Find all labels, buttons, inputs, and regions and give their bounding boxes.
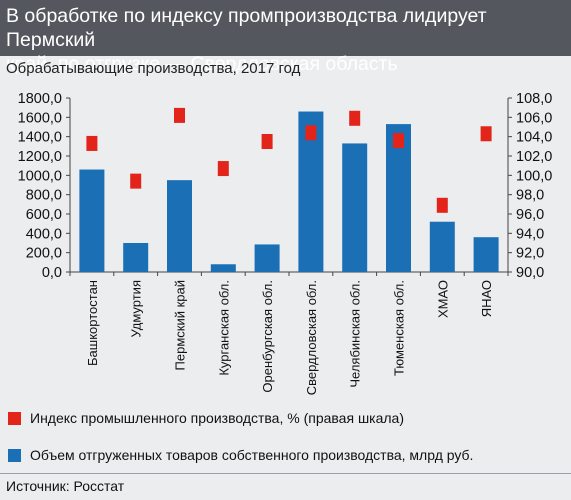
chart-title-line-1: В обработке по индексу промпроизводства … [6, 5, 487, 51]
y-left-tick-label: 1600,0 [18, 110, 62, 126]
y-right-tick-label: 108,0 [516, 91, 552, 107]
index-marker [261, 134, 273, 149]
legend-item-index: Индекс промышленного производства, % (пр… [8, 410, 404, 426]
y-right-tick-label: 96,0 [516, 207, 544, 223]
y-left-tick-label: 1000,0 [18, 168, 62, 184]
bar [210, 264, 236, 272]
footer-divider [0, 473, 571, 474]
y-right-tick-label: 106,0 [516, 110, 552, 126]
x-category-label: Пермский край [173, 280, 188, 370]
x-category-label: ХМАО [435, 280, 450, 318]
index-marker [86, 135, 98, 151]
index-marker [305, 125, 317, 141]
legend-item-volume: Объем отгруженных товаров собственного п… [8, 447, 473, 463]
x-category-label: Тюменская обл. [392, 280, 407, 376]
x-category-label: Башкортостан [85, 280, 100, 366]
y-left-tick-label: 400,0 [26, 226, 62, 242]
title-banner: В обработке по индексу промпроизводства … [0, 0, 571, 75]
y-left-tick-label: 1400,0 [18, 130, 62, 146]
y-right-tick-label: 98,0 [516, 188, 544, 204]
index-marker [217, 161, 229, 177]
index-marker [174, 107, 185, 123]
chart-subtitle: Обрабатывающие производства, 2017 год [6, 60, 301, 77]
x-category-label: Челябинская обл. [348, 280, 363, 388]
y-left-tick-label: 800,0 [26, 188, 62, 204]
chart-title: В обработке по индексу промпроизводства … [6, 4, 566, 76]
x-category-label: Курганская обл. [216, 280, 231, 376]
source-note: Источник: Росстат [6, 478, 125, 494]
index-marker [436, 197, 448, 213]
index-marker [349, 110, 361, 126]
y-right-tick-label: 100,0 [516, 168, 552, 184]
y-right-tick-label: 104,0 [516, 130, 552, 146]
x-category-label: ЯНАО [479, 280, 494, 317]
bar [342, 143, 368, 272]
index-marker [480, 126, 492, 142]
bar [79, 169, 105, 272]
bar [429, 221, 455, 272]
legend-swatch-volume [8, 448, 21, 462]
index-marker [130, 173, 142, 189]
y-left-tick-label: 1800,0 [18, 91, 62, 107]
index-marker [393, 133, 404, 149]
y-right-tick-label: 102,0 [516, 149, 552, 165]
x-category-label: Оренбургская обл. [260, 280, 275, 393]
bar-chart: 0,0 200,0 400,0 600,0 800,0 1000,0 1200,0 1400,… [18, 91, 553, 395]
bar [386, 124, 411, 272]
x-category-label: Удмуртия [129, 280, 144, 337]
bar [123, 243, 149, 272]
y-left-tick-label: 0,0 [42, 265, 62, 281]
chart-title-line-2: край, по отгрузке — Свердловская область [6, 53, 398, 75]
bar [254, 244, 280, 272]
y-right-tick-label: 90,0 [516, 265, 544, 281]
legend-swatch-index [8, 411, 21, 425]
y-right-tick-label: 92,0 [516, 246, 544, 262]
bar [473, 237, 499, 272]
y-left-tick-label: 600,0 [26, 207, 62, 223]
y-right-tick-label: 94,0 [516, 226, 544, 242]
y-left-tick-label: 1200,0 [18, 149, 62, 165]
legend-label-volume: Объем отгруженных товаров собственного п… [30, 447, 474, 463]
x-category-label: Свердловская обл. [304, 280, 319, 395]
y-left-tick-label: 200,0 [26, 246, 62, 262]
bar [167, 180, 192, 272]
legend-label-index: Индекс промышленного производства, % (пр… [30, 410, 405, 426]
